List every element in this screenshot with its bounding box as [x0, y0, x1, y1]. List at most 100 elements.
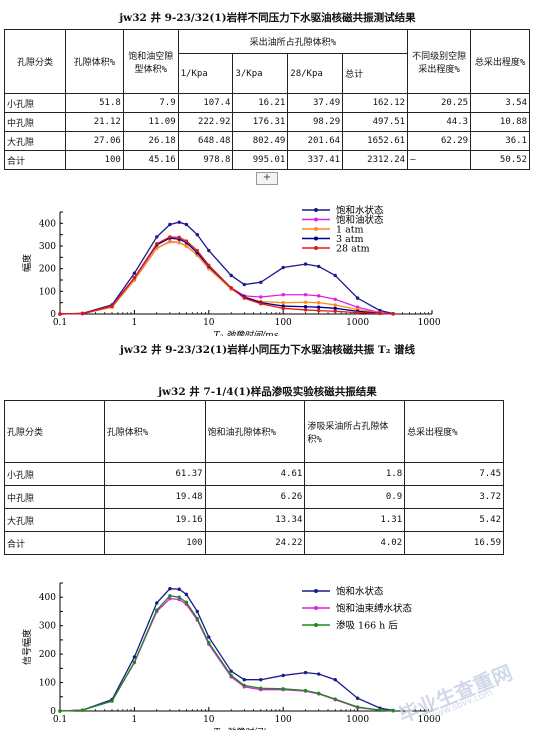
- cell-value: 62.29: [407, 131, 472, 151]
- data-point: [195, 609, 199, 614]
- table2-row: 中孔隙 19.48 6.26 0.9 3.72: [4, 485, 504, 509]
- data-point: [168, 235, 172, 239]
- header-total-recovery: 总采出程度%: [470, 29, 530, 94]
- data-point: [229, 273, 233, 278]
- row-label: 中孔隙: [4, 112, 66, 132]
- legend-marker: [314, 623, 318, 627]
- data-point: [229, 286, 233, 290]
- data-point: [303, 262, 308, 266]
- data-point: [207, 248, 211, 253]
- data-point: [259, 686, 263, 690]
- data-point: [316, 305, 321, 309]
- table2: 孔隙分类 孔隙体积% 饱和油孔隙体积% 渗吸采油所占孔隙体积% 总采出程度% 小…: [4, 400, 504, 555]
- data-point: [155, 608, 159, 612]
- data-point: [355, 296, 360, 300]
- data-point: [58, 312, 62, 316]
- table2-title: jw32 井 7-1/4(1)样品渗吸实验核磁共振结果: [158, 386, 377, 398]
- data-point: [110, 699, 114, 703]
- cell-value: 802.49: [232, 131, 289, 151]
- cell-value: 11.09: [122, 112, 179, 132]
- data-point: [168, 222, 172, 227]
- data-point: [333, 273, 337, 278]
- header-pore-volume: 孔隙体积%: [64, 29, 124, 94]
- cell-value: 6.26: [204, 485, 306, 509]
- data-point: [207, 641, 211, 645]
- data-point: [168, 586, 172, 591]
- expand-table-button[interactable]: +: [256, 172, 278, 185]
- series-line: [59, 241, 394, 315]
- x-tick-label: 0.1: [53, 318, 67, 328]
- cell-value: 1652.61: [342, 131, 409, 151]
- y-tick-label: 0: [50, 310, 56, 320]
- data-point: [155, 601, 159, 605]
- cell-value: 1.31: [304, 508, 406, 532]
- table1-row: 大孔隙 27.06 26.18 648.48 802.49 201.64 1652.61 62…: [4, 131, 530, 151]
- cell-value: 19.48: [103, 485, 206, 509]
- x-tick-label: 100: [275, 715, 292, 725]
- x-tick-label: 0.1: [53, 715, 67, 725]
- data-point: [333, 309, 337, 313]
- data-point: [242, 296, 246, 300]
- data-point: [207, 263, 211, 267]
- data-point: [281, 687, 285, 691]
- header-saturated-oil: 饱和油空隙型体积%: [122, 29, 179, 94]
- series-line: [59, 236, 394, 315]
- data-point: [316, 308, 321, 313]
- data-point: [316, 691, 321, 696]
- data-point: [281, 293, 285, 297]
- y-axis-label: 信号幅度: [21, 629, 33, 665]
- y-tick-label: 100: [39, 287, 56, 297]
- data-point: [281, 673, 285, 678]
- cell-value: 24.22: [204, 531, 306, 555]
- cell-value: 107.4: [177, 93, 234, 113]
- data-point: [303, 305, 308, 309]
- legend-label: 1 atm: [336, 225, 364, 236]
- legend-marker: [314, 589, 318, 593]
- legend-label: 饱和油束缚水状态: [336, 603, 413, 615]
- data-point: [303, 688, 308, 693]
- cell-value: 337.41: [287, 150, 344, 170]
- legend-label: 饱和油状态: [336, 214, 384, 226]
- data-point: [229, 669, 233, 673]
- data-point: [155, 235, 159, 239]
- data-point: [80, 311, 85, 316]
- cell-value: 51.8: [64, 93, 124, 113]
- cell-value: 26.18: [122, 131, 179, 151]
- data-point: [132, 655, 137, 659]
- data-point: [281, 300, 285, 305]
- table1-row: 合计 100 45.16 978.8 995.01 337.41 2312.24—50.52: [4, 150, 530, 170]
- cell-value: 201.64: [287, 131, 344, 151]
- y-tick-label: 400: [39, 219, 56, 229]
- series-line: [59, 597, 394, 712]
- row-label: 大孔隙: [4, 131, 66, 151]
- cell-value: 4.61: [204, 462, 306, 486]
- x-axis-label: T₂ 弛豫时间/ms: [214, 330, 279, 336]
- data-point: [316, 294, 321, 298]
- data-point: [177, 240, 181, 245]
- cell-value: 10.88: [470, 112, 530, 132]
- data-point: [80, 708, 85, 712]
- header-pressure-3: 3/Kpa: [232, 53, 289, 94]
- t2-header-imbibition: 渗吸采油所占孔隙体积%: [304, 400, 406, 463]
- row-label: 小孔隙: [4, 93, 66, 113]
- x-tick-label: 100: [275, 318, 292, 328]
- cell-value: —: [407, 150, 472, 170]
- data-point: [168, 596, 172, 601]
- cell-value: 21.12: [64, 112, 124, 132]
- data-point: [333, 697, 337, 701]
- t2-header-saturated-oil: 饱和油孔隙体积%: [204, 400, 306, 463]
- legend-marker: [314, 606, 318, 610]
- cell-value: 1.8: [304, 462, 406, 486]
- data-point: [168, 594, 172, 598]
- data-point: [229, 673, 233, 678]
- data-point: [355, 310, 360, 315]
- data-point: [391, 312, 395, 316]
- cell-value: 98.29: [287, 112, 344, 132]
- data-point: [316, 672, 321, 676]
- data-point: [184, 239, 189, 243]
- series-line: [59, 595, 394, 712]
- legend-marker: [314, 246, 318, 250]
- legend-label: 饱和水状态: [336, 205, 384, 217]
- data-point: [355, 705, 360, 709]
- table2-row: 小孔隙 61.37 4.61 1.8 7.45: [4, 462, 504, 486]
